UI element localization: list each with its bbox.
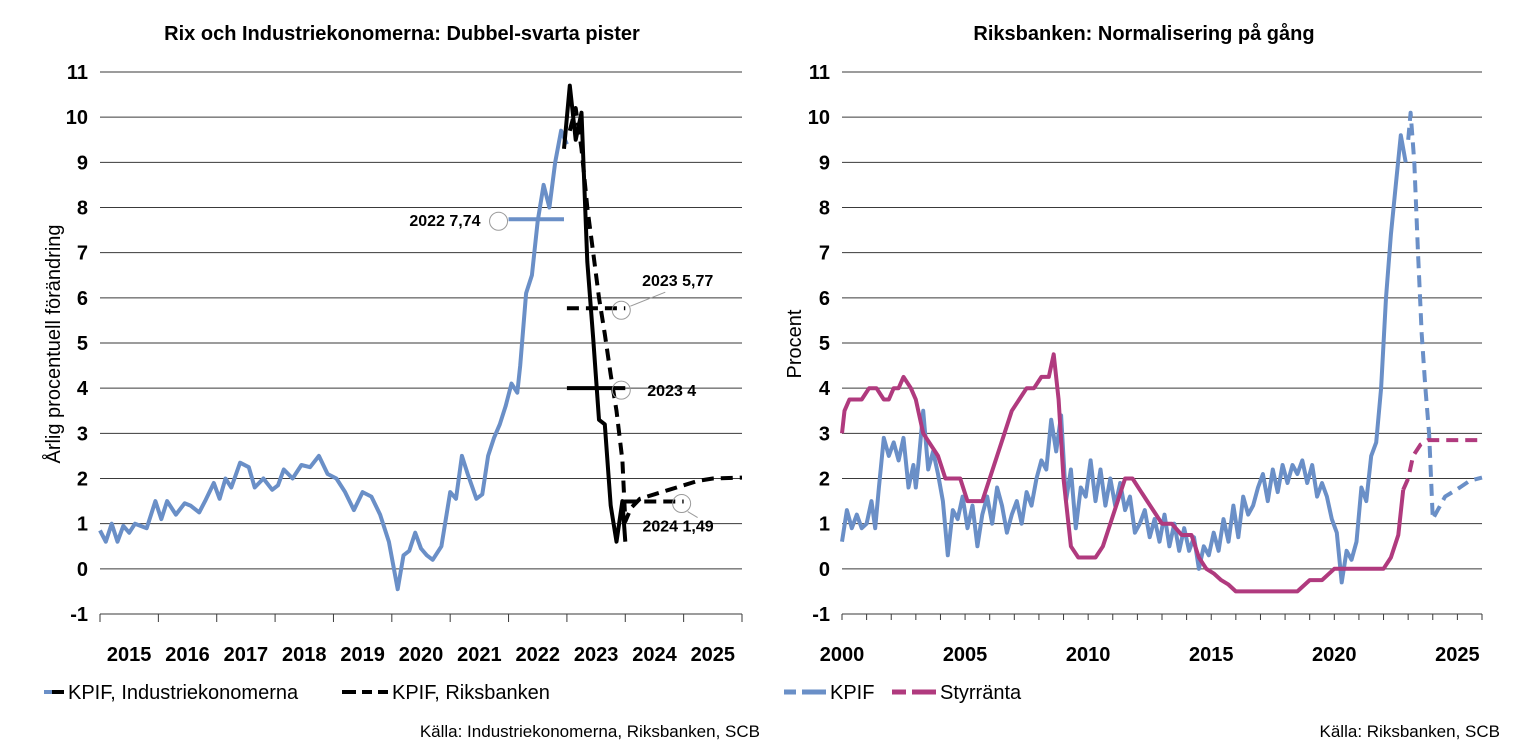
x-tick-2022: 2022 — [515, 644, 560, 666]
y-tick-1: 1 — [819, 514, 830, 536]
series-line-kpif-prognos — [1406, 110, 1483, 522]
series-line-styrr-nta-prognos — [1401, 438, 1482, 491]
legend-label-kpif-riksbanken: KPIF, Riksbanken — [392, 682, 550, 704]
x-tick-2019: 2019 — [340, 644, 385, 666]
x-tick-2021: 2021 — [457, 644, 502, 666]
y-tick-10: 10 — [66, 107, 88, 129]
series-line-kpif-riksbanken — [567, 106, 743, 524]
x-tick-2020: 2020 — [399, 644, 444, 666]
y-tick-1: 1 — [77, 514, 88, 536]
y-tick-7: 7 — [819, 243, 830, 265]
source-note: Källa: Riksbanken, SCB — [1320, 722, 1500, 741]
x-tick-2023: 2023 — [574, 644, 619, 666]
series-line-kpif — [98, 128, 569, 592]
y-tick-1: -1 — [70, 604, 88, 626]
y-tick-0: 0 — [77, 559, 88, 581]
y-tick-labels: -1 0 1 2 3 4 5 6 7 8 9 10 11 — [808, 62, 831, 626]
legend: KPIF Styrränta — [784, 682, 1022, 704]
series-group — [840, 110, 1483, 594]
x-tick-labels: 2000 2005 2010 2015 2020 2025 — [820, 613, 1483, 666]
x-tick-2015: 2015 — [107, 644, 152, 666]
y-tick-9: 9 — [77, 152, 88, 174]
y-tick-8: 8 — [819, 198, 830, 220]
y-tick-2: 2 — [819, 469, 830, 491]
x-tick-2000: 2000 — [820, 644, 865, 666]
annotation-marker — [672, 494, 692, 514]
x-tick-2025: 2025 — [691, 644, 736, 666]
x-tick-2025: 2025 — [1435, 644, 1480, 666]
annotation-marker — [611, 380, 631, 400]
legend-label-styrranta: Styrränta — [940, 682, 1022, 704]
x-tick-2018: 2018 — [282, 644, 327, 666]
y-tick-9: 9 — [819, 152, 830, 174]
series-line-styrr-nta — [840, 352, 1406, 594]
annotation-leader — [687, 511, 698, 518]
x-tick-2020: 2020 — [1312, 644, 1357, 666]
y-tick-11: 11 — [809, 62, 830, 84]
y-tick-0: 0 — [819, 559, 830, 581]
chart-right: Riksbanken: Normalisering på gång -1 0 1 2 3… — [784, 22, 1500, 741]
series-group — [98, 83, 743, 592]
y-tick-labels: -1 0 1 2 3 4 5 6 7 8 9 10 11 — [66, 62, 89, 626]
y-tick-7: 7 — [77, 243, 88, 265]
y-tick-3: 3 — [819, 423, 830, 445]
y-axis-label: Procent — [784, 309, 806, 378]
gridlines — [100, 71, 742, 615]
y-tick-1: -1 — [812, 604, 830, 626]
chart-title: Rix och Industriekonomerna: Dubbel-svart… — [164, 23, 640, 45]
x-tick-labels: 2015 2016 2017 2018 2019 2020 2021 2022 2023 2024… — [99, 613, 743, 666]
y-tick-4: 4 — [819, 378, 831, 400]
x-tick-2024: 2024 — [632, 644, 677, 666]
y-tick-11: 11 — [67, 62, 88, 84]
annotation-leader — [630, 291, 666, 307]
legend-label-kpif-industriekonomerna: KPIF, Industriekonomerna — [68, 682, 299, 704]
y-tick-8: 8 — [77, 198, 88, 220]
annotation-label-2022-7-74: 2022 7,74 — [409, 213, 480, 230]
chart-left: Rix och Industriekonomerna: Dubbel-svart… — [42, 23, 760, 741]
y-tick-4: 4 — [77, 378, 89, 400]
x-tick-2005: 2005 — [943, 644, 988, 666]
y-tick-5: 5 — [77, 333, 88, 355]
y-tick-10: 10 — [808, 107, 830, 129]
annotation-marker — [611, 300, 631, 320]
legend: KPIF, Industriekonomerna KPIF, Riksbanke… — [44, 682, 550, 704]
y-tick-5: 5 — [819, 333, 830, 355]
chart-title: Riksbanken: Normalisering på gång — [973, 22, 1314, 45]
series-line-kpif — [840, 133, 1408, 585]
y-axis-label: Årlig procentuell förändring — [42, 224, 65, 463]
annotation-label-2024-1-49: 2024 1,49 — [642, 519, 713, 536]
series-line-kpif-industriekonomerna — [562, 83, 628, 544]
annotation-label-2023-4: 2023 4 — [647, 383, 696, 400]
x-tick-2010: 2010 — [1066, 644, 1111, 666]
x-tick-2016: 2016 — [165, 644, 210, 666]
source-note: Källa: Industriekonomerna, Riksbanken, S… — [420, 722, 760, 741]
annotation-group: 2022 7,74 2023 5,77 2023 4 2024 1,49 — [409, 211, 714, 536]
y-tick-6: 6 — [77, 288, 88, 310]
annotation-label-2023-5-77: 2023 5,77 — [642, 273, 713, 290]
x-tick-2017: 2017 — [224, 644, 269, 666]
legend-label-kpif: KPIF — [830, 682, 874, 704]
y-tick-2: 2 — [77, 469, 88, 491]
y-tick-3: 3 — [77, 423, 88, 445]
annotation-marker — [489, 211, 509, 231]
x-tick-2015: 2015 — [1189, 644, 1234, 666]
y-tick-6: 6 — [819, 288, 830, 310]
